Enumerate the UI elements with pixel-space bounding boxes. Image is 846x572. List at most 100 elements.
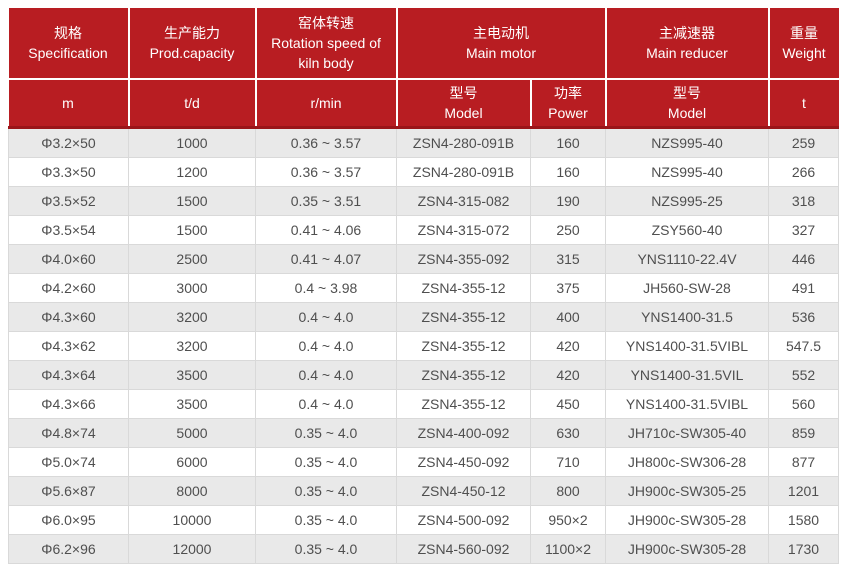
cell-capacity: 1500 bbox=[128, 186, 256, 216]
cell-specification: Φ4.8×74 bbox=[8, 418, 129, 448]
cell-capacity: 1200 bbox=[128, 157, 256, 187]
table-row: Φ4.3×62 3200 0.4 ~ 4.0 ZSN4-355-12 420 YNS140… bbox=[8, 331, 839, 361]
header-rotation-speed-zh: 窑体转速 bbox=[298, 14, 354, 31]
cell-weight: 547.5 bbox=[768, 331, 839, 361]
cell-weight: 1580 bbox=[768, 505, 839, 535]
cell-motor-model: ZSN4-450-12 bbox=[396, 476, 531, 506]
cell-rotation-speed: 0.35 ~ 3.51 bbox=[255, 186, 397, 216]
cell-weight: 318 bbox=[768, 186, 839, 216]
cell-reducer-model: JH560-SW-28 bbox=[605, 273, 769, 303]
table-row: Φ5.0×74 6000 0.35 ~ 4.0 ZSN4-450-092 710 JH80… bbox=[8, 447, 839, 477]
cell-motor-model: ZSN4-280-091B bbox=[396, 127, 531, 158]
cell-reducer-model: YNS1400-31.5VIBL bbox=[605, 331, 769, 361]
cell-specification: Φ4.3×66 bbox=[8, 389, 129, 419]
table-row: Φ4.3×64 3500 0.4 ~ 4.0 ZSN4-355-12 420 YNS140… bbox=[8, 360, 839, 390]
cell-specification: Φ6.0×95 bbox=[8, 505, 129, 535]
cell-rotation-speed: 0.35 ~ 4.0 bbox=[255, 418, 397, 448]
cell-capacity: 8000 bbox=[128, 476, 256, 506]
table-row: Φ5.6×87 8000 0.35 ~ 4.0 ZSN4-450-12 800 JH900… bbox=[8, 476, 839, 506]
cell-reducer-model: JH900c-SW305-28 bbox=[605, 505, 769, 535]
header-main-motor: 主电动机 Main motor bbox=[396, 8, 607, 80]
header-main-reducer: 主减速器 Main reducer bbox=[605, 8, 770, 80]
cell-capacity: 10000 bbox=[128, 505, 256, 535]
table-row: Φ4.3×66 3500 0.4 ~ 4.0 ZSN4-355-12 450 YNS140… bbox=[8, 389, 839, 419]
header-specification-zh: 规格 bbox=[54, 24, 82, 41]
cell-capacity: 5000 bbox=[128, 418, 256, 448]
subheader-motor-model-en: Model bbox=[444, 105, 483, 121]
header-main-motor-en: Main motor bbox=[465, 45, 537, 61]
cell-rotation-speed: 0.41 ~ 4.07 bbox=[255, 244, 397, 274]
cell-reducer-model: NZS995-25 bbox=[605, 186, 769, 216]
cell-motor-model: ZSN4-355-092 bbox=[396, 244, 531, 274]
subheader-reducer-model-zh: 型号 bbox=[673, 84, 701, 101]
cell-motor-power: 250 bbox=[530, 215, 606, 245]
subheader-motor-power-zh: 功率 bbox=[554, 84, 582, 101]
cell-motor-power: 630 bbox=[530, 418, 606, 448]
cell-motor-model: ZSN4-355-12 bbox=[396, 273, 531, 303]
cell-motor-power: 400 bbox=[530, 302, 606, 332]
cell-reducer-model: JH900c-SW305-28 bbox=[605, 534, 769, 564]
table-row: Φ4.3×60 3200 0.4 ~ 4.0 ZSN4-355-12 400 YNS140… bbox=[8, 302, 839, 332]
subheader-motor-model-zh: 型号 bbox=[449, 84, 478, 101]
header-main-reducer-zh: 主减速器 bbox=[659, 24, 715, 41]
subheader-motor-power-en: Power bbox=[548, 105, 588, 121]
cell-motor-model: ZSN4-400-092 bbox=[396, 418, 531, 448]
header-specification: 规格 Specification bbox=[8, 8, 130, 80]
cell-motor-model: ZSN4-560-092 bbox=[396, 534, 531, 564]
subheader-reducer-model: 型号 Model bbox=[605, 79, 770, 129]
cell-capacity: 1000 bbox=[128, 127, 256, 158]
header-main-motor-zh: 主电动机 bbox=[473, 24, 529, 41]
cell-specification: Φ4.0×60 bbox=[8, 244, 129, 274]
table-row: Φ6.2×96 12000 0.35 ~ 4.0 ZSN4-560-092 1100×2… bbox=[8, 534, 839, 564]
subheader-motor-model: 型号 Model bbox=[396, 79, 532, 129]
cell-specification: Φ3.5×54 bbox=[8, 215, 129, 245]
header-unit-row: m t/d r/min 型号 Model 功率 Power 型号 Model t bbox=[8, 79, 839, 129]
cell-motor-model: ZSN4-355-12 bbox=[396, 331, 531, 361]
cell-motor-power: 420 bbox=[530, 360, 606, 390]
cell-weight: 266 bbox=[768, 157, 839, 187]
cell-rotation-speed: 0.35 ~ 4.0 bbox=[255, 534, 397, 564]
kiln-spec-table: 规格 Specification 生产能力 Prod.capacity 窑体转速… bbox=[8, 8, 839, 564]
cell-weight: 491 bbox=[768, 273, 839, 303]
cell-rotation-speed: 0.35 ~ 4.0 bbox=[255, 447, 397, 477]
cell-reducer-model: JH710c-SW305-40 bbox=[605, 418, 769, 448]
cell-weight: 259 bbox=[768, 127, 839, 158]
cell-rotation-speed: 0.41 ~ 4.06 bbox=[255, 215, 397, 245]
cell-rotation-speed: 0.35 ~ 4.0 bbox=[255, 476, 397, 506]
header-specification-en: Specification bbox=[28, 45, 108, 61]
cell-capacity: 3500 bbox=[128, 389, 256, 419]
cell-weight: 560 bbox=[768, 389, 839, 419]
cell-reducer-model: YNS1110-22.4V bbox=[605, 244, 769, 274]
unit-specification: m bbox=[8, 79, 130, 129]
cell-capacity: 3500 bbox=[128, 360, 256, 390]
table-row: Φ3.5×54 1500 0.41 ~ 4.06 ZSN4-315-072 250 ZSY… bbox=[8, 215, 839, 245]
cell-motor-model: ZSN4-355-12 bbox=[396, 302, 531, 332]
cell-specification: Φ6.2×96 bbox=[8, 534, 129, 564]
cell-specification: Φ4.3×60 bbox=[8, 302, 129, 332]
cell-motor-power: 190 bbox=[530, 186, 606, 216]
cell-reducer-model: JH800c-SW306-28 bbox=[605, 447, 769, 477]
header-weight-en: Weight bbox=[782, 45, 826, 61]
cell-motor-power: 1100×2 bbox=[530, 534, 606, 564]
cell-reducer-model: YNS1400-31.5 bbox=[605, 302, 769, 332]
cell-rotation-speed: 0.4 ~ 3.98 bbox=[255, 273, 397, 303]
header-rotation-speed: 窑体转速 Rotation speed of kiln body bbox=[255, 8, 398, 80]
cell-motor-power: 450 bbox=[530, 389, 606, 419]
cell-capacity: 2500 bbox=[128, 244, 256, 274]
cell-specification: Φ4.3×62 bbox=[8, 331, 129, 361]
cell-rotation-speed: 0.4 ~ 4.0 bbox=[255, 360, 397, 390]
table-row: Φ4.2×60 3000 0.4 ~ 3.98 ZSN4-355-12 375 JH560… bbox=[8, 273, 839, 303]
cell-motor-model: ZSN4-355-12 bbox=[396, 389, 531, 419]
cell-rotation-speed: 0.35 ~ 4.0 bbox=[255, 505, 397, 535]
cell-capacity: 3000 bbox=[128, 273, 256, 303]
table-row: Φ4.8×74 5000 0.35 ~ 4.0 ZSN4-400-092 630 JH71… bbox=[8, 418, 839, 448]
cell-reducer-model: NZS995-40 bbox=[605, 157, 769, 187]
cell-weight: 446 bbox=[768, 244, 839, 274]
cell-motor-model: ZSN4-315-072 bbox=[396, 215, 531, 245]
cell-reducer-model: YNS1400-31.5VIL bbox=[605, 360, 769, 390]
cell-specification: Φ4.2×60 bbox=[8, 273, 129, 303]
cell-motor-model: ZSN4-355-12 bbox=[396, 360, 531, 390]
cell-reducer-model: JH900c-SW305-25 bbox=[605, 476, 769, 506]
header-rotation-speed-en: Rotation speed of kiln body bbox=[271, 34, 381, 72]
